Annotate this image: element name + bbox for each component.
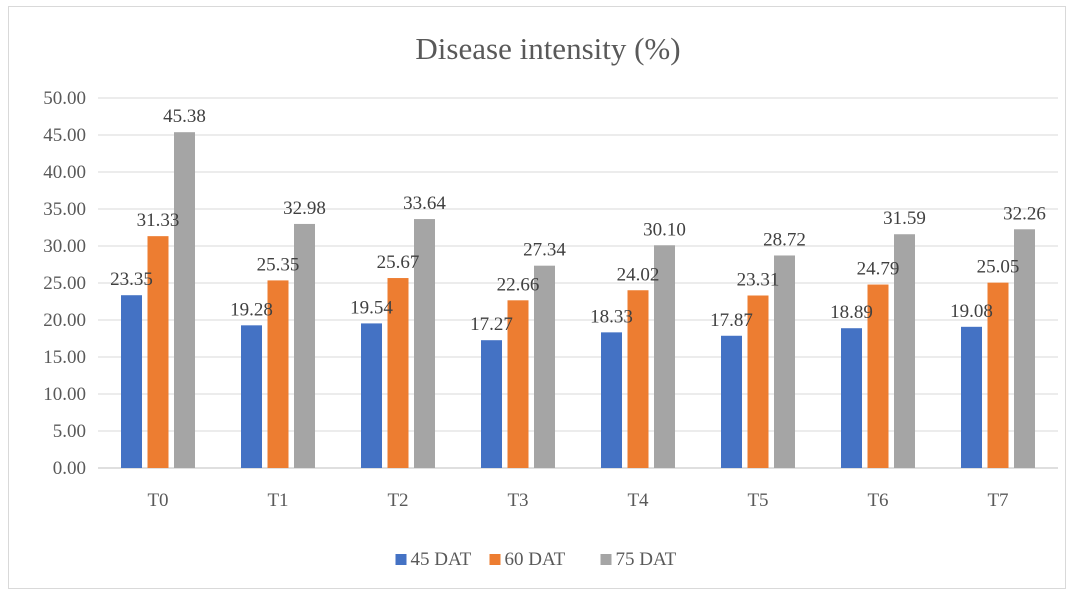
bar [841,328,862,468]
x-axis-ticks: T0 T1 T2 T3 T4 T5 T6 T7 [147,490,1008,511]
data-label: 23.31 [737,270,780,291]
bar [987,282,1009,468]
legend-label: 60 DAT [505,549,566,570]
data-label: 45.38 [163,106,206,127]
bar [961,326,982,468]
data-label: 27.34 [523,240,566,261]
bar [534,265,555,468]
legend-swatch [489,554,501,565]
data-label: 25.05 [977,257,1020,278]
data-label: 18.33 [590,306,633,327]
data-label: 25.35 [257,254,300,275]
legend-swatch [600,554,612,565]
data-label: 30.10 [643,219,686,240]
data-label: 32.98 [283,198,326,219]
data-label: 24.79 [857,259,900,280]
data-label: 17.27 [470,314,513,335]
y-tick-label: 15.00 [43,347,86,368]
data-label: 31.33 [137,210,180,231]
bar [507,300,529,468]
y-tick-label: 50.00 [43,88,86,109]
data-label: 24.02 [617,264,660,285]
legend-label: 45 DAT [411,549,472,570]
y-tick-label: 25.00 [43,273,86,294]
x-tick-label: T3 [507,490,528,511]
x-tick-label: T0 [147,490,168,511]
legend-label: 75 DAT [616,549,677,570]
y-tick-label: 5.00 [53,421,86,442]
x-tick-label: T2 [387,490,408,511]
bar [747,295,769,468]
x-tick-label: T1 [267,490,288,511]
data-label: 31.59 [883,208,926,229]
y-tick-label: 45.00 [43,125,86,146]
y-tick-label: 0.00 [53,458,86,479]
x-tick-label: T6 [867,490,888,511]
data-label: 19.54 [350,297,393,318]
bar [147,236,169,468]
data-label: 32.26 [1003,203,1046,224]
bar [267,280,289,468]
chart-title: Disease intensity (%) [415,31,680,66]
bar [894,234,915,468]
bar [387,278,409,468]
y-tick-label: 35.00 [43,199,86,220]
data-label: 22.66 [497,274,540,295]
data-label: 23.35 [110,269,153,290]
bar [121,295,142,468]
data-label: 25.67 [377,252,420,273]
bar [294,223,315,468]
bar [867,284,889,468]
data-label: 19.08 [950,301,993,322]
bar [627,290,649,468]
y-tick-label: 30.00 [43,236,86,257]
y-tick-label: 40.00 [43,162,86,183]
bar [1014,229,1035,468]
y-tick-label: 10.00 [43,384,86,405]
bars [121,132,1035,469]
bar [361,323,382,468]
bar [721,335,742,468]
x-tick-label: T4 [627,490,649,511]
bar [601,332,622,468]
bar [774,255,795,468]
data-labels: 23.35 31.33 45.38 19.28 25.35 32.98 19.54 25.67… [110,106,1046,335]
data-label: 33.64 [403,193,446,214]
bar [414,219,435,468]
bar [174,132,195,469]
data-label: 17.87 [710,310,753,331]
x-tick-label: T5 [747,490,768,511]
bar [481,340,502,468]
y-axis-ticks: 0.00 5.00 10.00 15.00 20.00 25.00 30.00 35.00 40… [43,88,86,479]
data-label: 28.72 [763,229,806,250]
legend: 45 DAT 60 DAT 75 DAT [395,549,677,570]
legend-swatch [395,554,407,565]
x-tick-label: T7 [987,490,1008,511]
data-label: 18.89 [830,302,873,323]
data-label: 19.28 [230,299,273,320]
y-tick-label: 20.00 [43,310,86,331]
bar [241,325,262,468]
bar [654,245,675,468]
